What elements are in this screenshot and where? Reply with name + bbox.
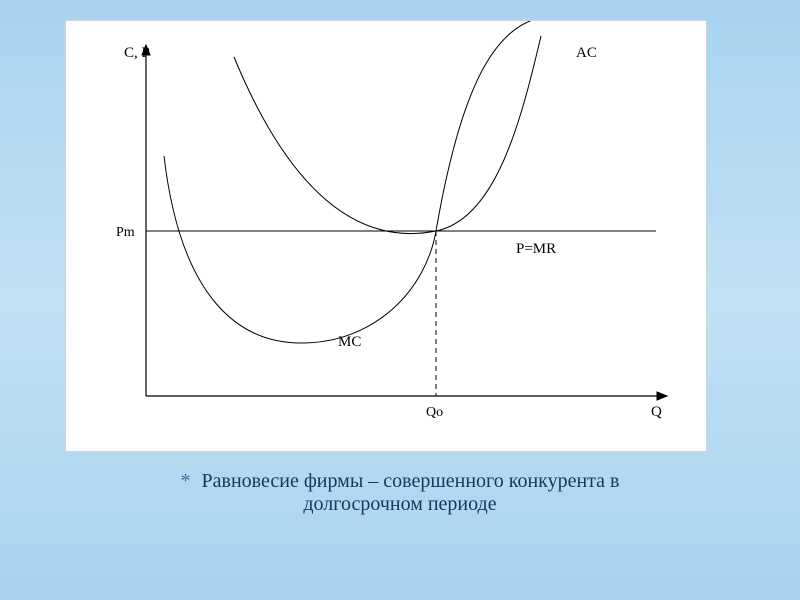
chart-panel: С, Р Q Pm P=MR AC MC Qo: [65, 20, 707, 452]
economics-chart: С, Р Q Pm P=MR AC MC Qo: [66, 21, 706, 451]
ac-curve: [234, 36, 541, 234]
mc-curve-label: MC: [338, 334, 361, 350]
y-tick-pm: Pm: [116, 225, 135, 240]
caption: * Равновесие фирмы – совершенного конкур…: [0, 470, 800, 516]
mc-curve: [164, 21, 556, 343]
price-line-label: P=MR: [516, 241, 556, 257]
ac-curve-label: AC: [576, 45, 597, 61]
caption-text-line2: долгосрочном периоде: [303, 493, 496, 515]
caption-text-line1: Равновесие фирмы – совершенного конкурен…: [202, 470, 620, 492]
caption-bullet: *: [181, 470, 191, 492]
y-axis-label: С, Р: [124, 45, 150, 61]
x-axis-label: Q: [651, 404, 662, 420]
x-tick-qo: Qo: [426, 405, 443, 420]
